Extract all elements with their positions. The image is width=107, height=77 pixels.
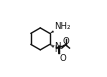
Text: O: O: [59, 54, 66, 63]
Text: O: O: [63, 37, 70, 46]
Text: NH₂: NH₂: [54, 22, 70, 31]
Text: N: N: [54, 42, 60, 51]
Text: H: H: [54, 45, 60, 54]
Polygon shape: [50, 30, 54, 33]
